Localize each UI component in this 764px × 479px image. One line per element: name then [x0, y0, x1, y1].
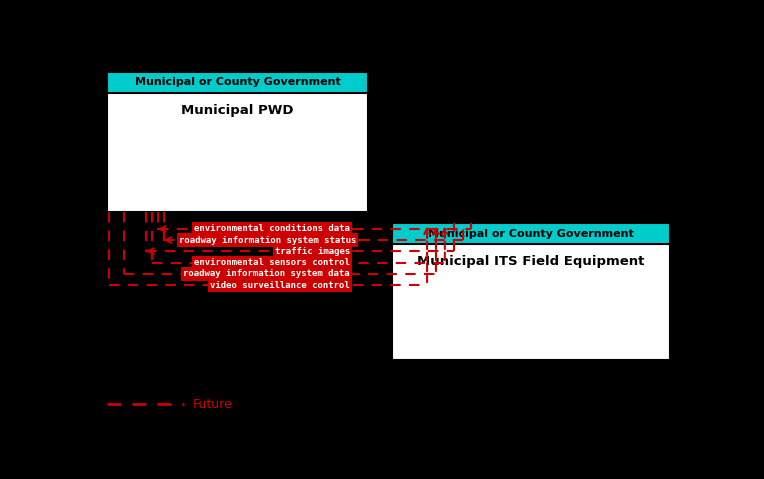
Text: roadway information system data: roadway information system data — [183, 270, 350, 278]
Text: Municipal or County Government: Municipal or County Government — [428, 228, 633, 239]
Bar — [392, 223, 670, 244]
Text: environmental sensors control: environmental sensors control — [194, 258, 350, 267]
Text: Municipal PWD: Municipal PWD — [181, 103, 294, 116]
Bar — [107, 72, 368, 92]
Text: video surveillance control: video surveillance control — [210, 281, 350, 289]
Text: environmental conditions data: environmental conditions data — [194, 225, 350, 233]
Bar — [392, 223, 670, 360]
Text: traffic images: traffic images — [275, 247, 350, 256]
Text: Municipal ITS Field Equipment: Municipal ITS Field Equipment — [417, 255, 644, 268]
Bar — [107, 72, 368, 212]
Text: Future: Future — [193, 398, 233, 411]
Text: Municipal or County Government: Municipal or County Government — [134, 78, 341, 87]
Text: roadway information system status: roadway information system status — [179, 236, 356, 245]
